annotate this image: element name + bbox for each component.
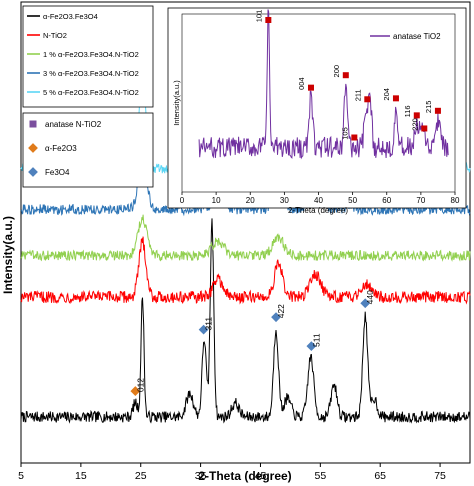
inset-peak-label: 101 <box>254 10 263 23</box>
symbol-legend-label: anatase N-TiO2 <box>45 120 102 129</box>
main-x-ticks: 5 15 25 35 45 55 65 75 <box>18 463 446 482</box>
inset-peak-marker <box>342 72 349 79</box>
magnetite-marker <box>198 324 209 335</box>
hematite-marker <box>130 386 141 396</box>
magnetite-marker <box>271 312 281 323</box>
magnetite-marker <box>360 298 371 309</box>
x-tick-label: 35 <box>195 470 207 482</box>
legend-label: N-TiO2 <box>43 31 67 40</box>
inset-x-tick-label: 60 <box>382 196 391 205</box>
peak-index-label: 440 <box>365 290 375 304</box>
inset-peak-marker <box>364 96 371 103</box>
main-x-axis-label: 2-Theta (degree) <box>198 469 291 483</box>
inset-x-tick-label: 50 <box>348 196 357 205</box>
legend-label: 3 % α-Fe2O3.Fe3O4.N-TiO2 <box>43 69 139 78</box>
series-legend-box <box>22 5 154 108</box>
inset-x-tick-label: 0 <box>180 196 185 205</box>
x-tick-label: 25 <box>135 470 147 482</box>
inset-x-tick-label: 30 <box>280 196 289 205</box>
inset-peak-marker <box>392 95 399 102</box>
inset-peak-label: 004 <box>297 77 306 90</box>
x-tick-label: 75 <box>434 470 446 482</box>
inset-legend-label: anatase TiO2 <box>393 32 441 41</box>
inset-peak-marker <box>351 134 358 141</box>
series-line-2 <box>20 214 471 262</box>
inset-peak-label: 215 <box>424 101 433 114</box>
inset-x-axis-label: 2-Theta (degree) <box>288 206 348 215</box>
inset-peak-marker <box>413 112 420 119</box>
inset-x-tick-label: 10 <box>212 196 221 205</box>
hematite-legend-symbol <box>28 143 38 153</box>
inset-x-tick-label: 80 <box>451 196 460 205</box>
magnetite-marker <box>306 341 317 352</box>
series-legend: α-Fe2O3.Fe3O4 N-TiO2 1 % α-Fe2O3.Fe3O4.N-T… <box>27 12 139 97</box>
inset-peak-label: 211 <box>353 89 362 101</box>
legend-label: α-Fe2O3.Fe3O4 <box>43 12 98 21</box>
anatase-legend-symbol <box>29 120 37 128</box>
inset-peak-marker <box>265 17 272 23</box>
x-tick-label: 5 <box>18 470 24 482</box>
x-tick-label: 55 <box>314 470 326 482</box>
symbol-legend-box <box>22 112 154 188</box>
inset-x-tick-label: 40 <box>314 196 323 205</box>
inset-peak-marker <box>307 84 314 91</box>
inset-series-line <box>198 9 449 160</box>
peak-index-label: 012 <box>135 378 145 392</box>
inset-peak-marker <box>421 125 428 132</box>
inset-x-tick-label: 20 <box>246 196 255 205</box>
legend-label: 1 % α-Fe2O3.Fe3O4.N-TiO2 <box>43 50 139 59</box>
series-line-1 <box>20 236 471 305</box>
inset-curves <box>198 9 449 160</box>
inset-y-axis-label: Intensity(a.u.) <box>172 80 181 126</box>
main-y-axis-label: Intensity(a.u.) <box>1 216 15 294</box>
inset-peak-label: 220 <box>410 118 419 131</box>
magnetite-legend-symbol <box>28 167 38 177</box>
peak-index-label: 311 <box>204 317 214 331</box>
inset-x-ticks: 0 10 20 30 40 50 60 70 80 <box>180 192 460 205</box>
inset-frame <box>167 7 467 209</box>
inset-peak-label: 200 <box>332 65 341 78</box>
series-line-0 <box>20 218 471 424</box>
symbol-legend-label: α-Fe2O3 <box>45 144 77 153</box>
symbol-legend-label: Fe3O4 <box>45 168 70 177</box>
inset-peak-label: 105 <box>340 127 349 140</box>
symbol-legend: anatase N-TiO2 α-Fe2O3 Fe3O4 <box>28 120 102 177</box>
x-tick-label: 15 <box>75 470 87 482</box>
x-tick-label: 65 <box>374 470 386 482</box>
inset-peak-label: 204 <box>382 88 391 101</box>
inset-peak-label: 116 <box>403 105 412 117</box>
inset-x-tick-label: 70 <box>416 196 425 205</box>
peak-index-label: 422 <box>276 304 286 318</box>
legend-label: 5 % α-Fe2O3.Fe3O4.N-TiO2 <box>43 88 139 97</box>
peak-index-label: 511 <box>311 333 321 347</box>
inset-peak-marker <box>434 107 441 114</box>
x-tick-label: 45 <box>255 470 267 482</box>
